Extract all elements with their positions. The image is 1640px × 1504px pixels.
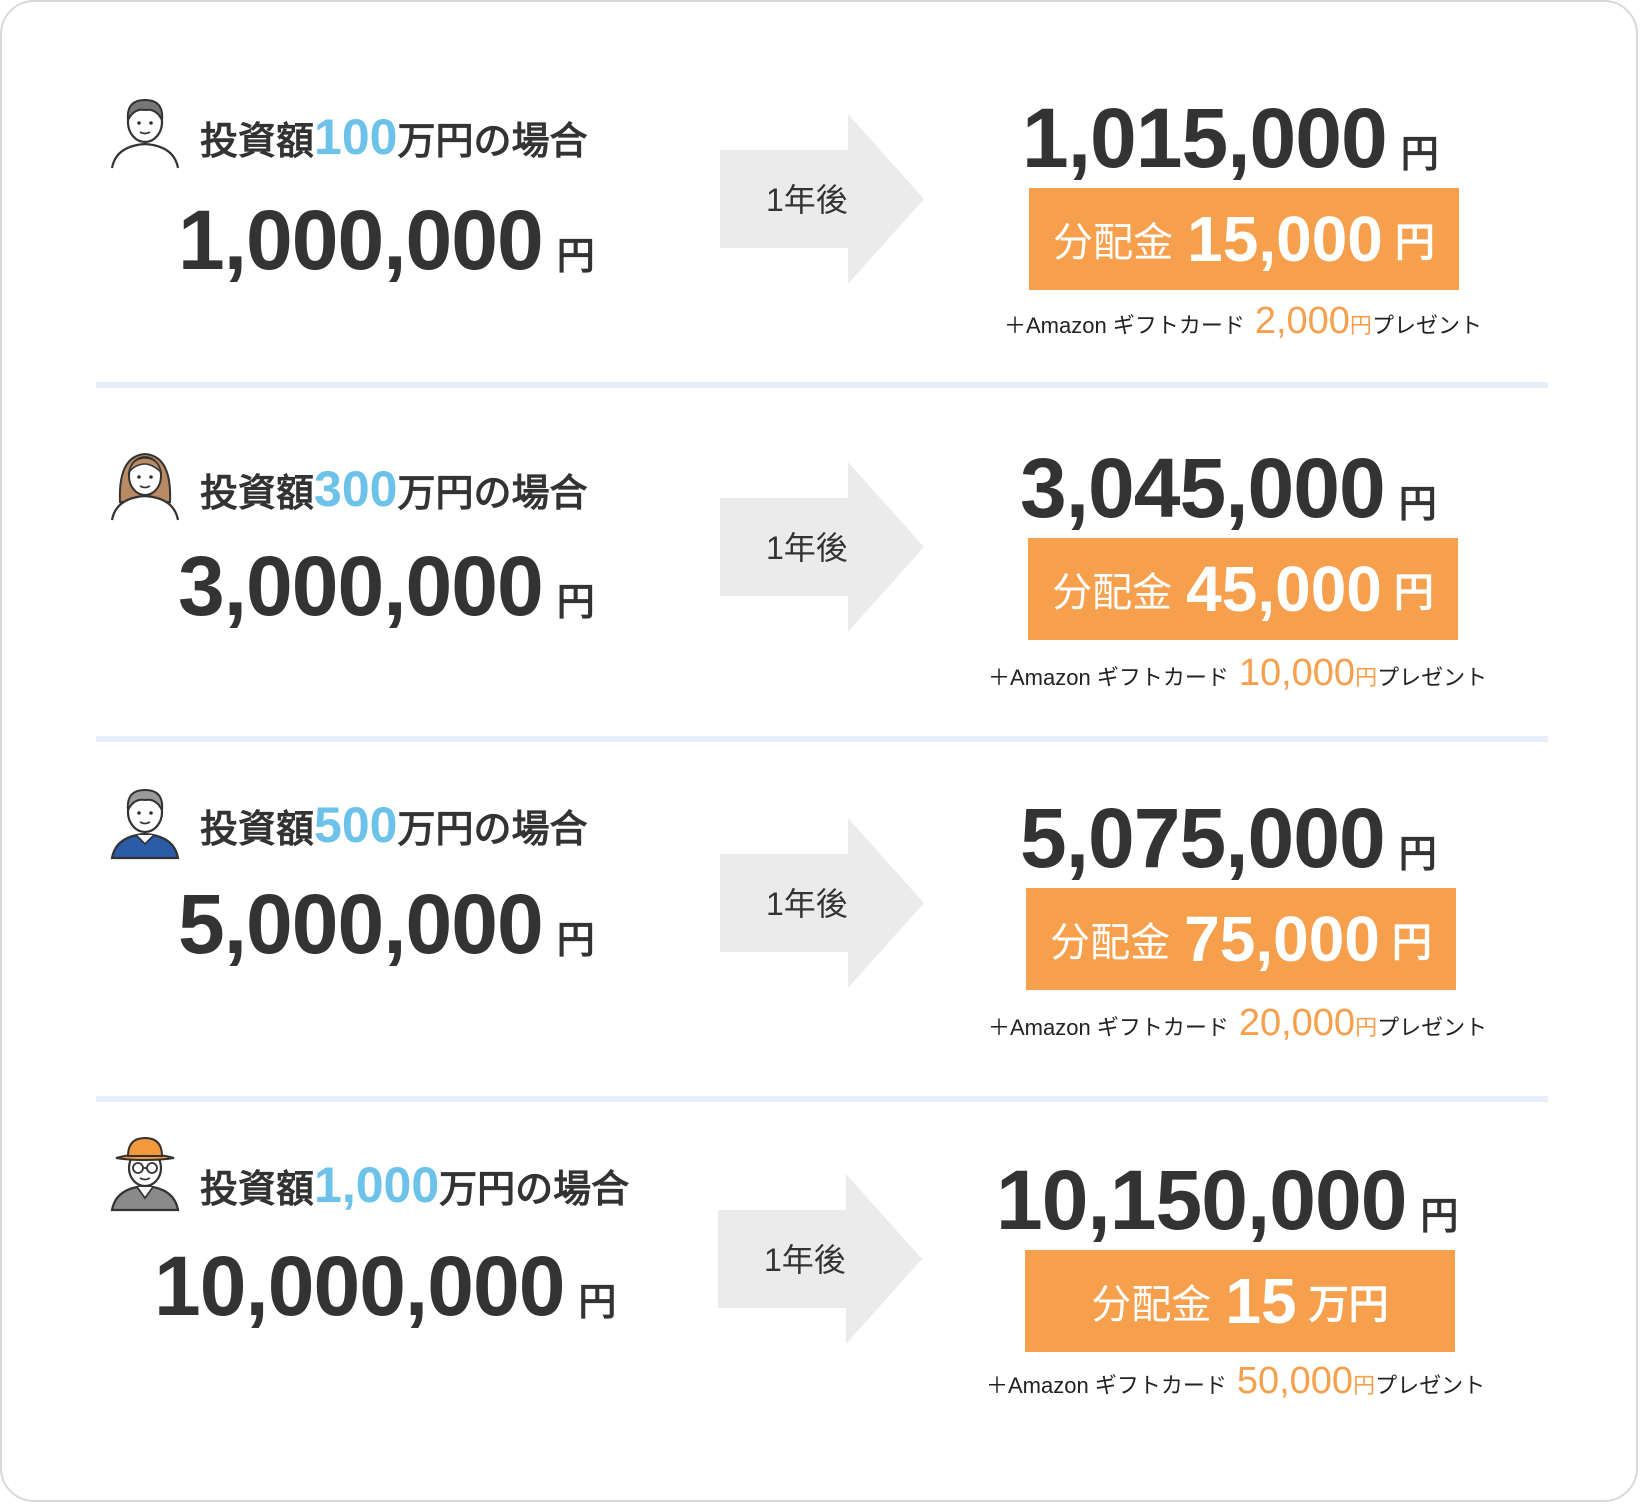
gift-amount: 10,000: [1238, 652, 1356, 694]
man-avatar-icon: [110, 98, 180, 169]
result-value: 5,075,000 円: [1020, 796, 1437, 880]
heading-suffix: 万円の場合: [397, 809, 588, 851]
distribution-box: 分配金 15 万円: [1025, 1250, 1455, 1352]
distribution-unit: 円: [1394, 221, 1435, 265]
investment-number: 1,000,000: [178, 193, 544, 287]
heading-prefix: 投資額: [200, 121, 315, 163]
divider: [96, 1096, 1548, 1102]
gift-line: ＋Amazon ギフトカード 50,000円プレゼント: [986, 1362, 1485, 1400]
yen-unit: 円: [578, 1282, 617, 1324]
distribution-unit: 円: [1393, 571, 1434, 615]
gift-yen: 円: [1355, 665, 1378, 690]
arrow-icon: [718, 1174, 922, 1344]
gift-prefix: ＋Amazon ギフトカード: [988, 665, 1229, 690]
result-number: 3,045,000: [1020, 441, 1386, 535]
yen-unit: 円: [556, 582, 595, 624]
distribution-number: 15,000: [1187, 203, 1383, 275]
investment-amount-highlight: 100: [314, 109, 398, 165]
distribution-box: 分配金 45,000 円: [1028, 538, 1458, 640]
case-row-2: 投資額300万円の場合 3,000,000 円 1年後 3,045,000 円 分配…: [2, 354, 1640, 694]
result-value: 1,015,000 円: [1022, 96, 1439, 180]
distribution-label: 分配金: [1053, 221, 1174, 265]
gift-prefix: ＋Amazon ギフトカード: [986, 1373, 1227, 1398]
distribution-number: 15: [1225, 1265, 1297, 1337]
gift-prefix: ＋Amazon ギフトカード: [1004, 313, 1245, 338]
arrow-label: 1年後: [764, 1242, 846, 1278]
distribution-number: 45,000: [1186, 553, 1382, 625]
hat-glasses-man-avatar-icon: [110, 1136, 180, 1212]
yen-unit: 円: [556, 920, 595, 962]
case-row-4: 投資額1,000万円の場合 10,000,000 円 1年後 10,150,000…: [2, 1058, 1640, 1400]
result-number: 10,150,000: [996, 1153, 1407, 1247]
yen-unit: 円: [556, 236, 595, 278]
yen-unit: 円: [1400, 134, 1439, 176]
gift-line: ＋Amazon ギフトカード 2,000円プレゼント: [1004, 302, 1482, 340]
gift-yen: 円: [1355, 1015, 1378, 1040]
gift-suffix: プレゼント: [1377, 1015, 1488, 1040]
result-value: 3,045,000 円: [1020, 446, 1437, 530]
investment-number: 3,000,000: [178, 539, 544, 633]
result-number: 1,015,000: [1022, 91, 1388, 185]
heading-suffix: 万円の場合: [397, 473, 588, 515]
case-row-3: 投資額500万円の場合 5,000,000 円 1年後 5,075,000 円 分配…: [2, 700, 1640, 1042]
gift-suffix: プレゼント: [1377, 665, 1488, 690]
case-heading: 投資額100万円の場合: [200, 112, 587, 162]
yen-unit: 円: [1398, 484, 1437, 526]
divider: [96, 736, 1548, 742]
heading-prefix: 投資額: [200, 1169, 315, 1211]
distribution-box: 分配金 15,000 円: [1029, 188, 1459, 290]
investment-value: 3,000,000 円: [178, 544, 595, 628]
distribution-label: 分配金: [1052, 571, 1173, 615]
arrow-icon: [720, 462, 924, 632]
case-heading: 投資額500万円の場合: [200, 800, 587, 850]
investment-number: 5,000,000: [178, 877, 544, 971]
investment-value: 1,000,000 円: [178, 198, 595, 282]
gift-suffix: プレゼント: [1375, 1373, 1486, 1398]
heading-suffix: 万円の場合: [439, 1169, 630, 1211]
case-heading: 投資額1,000万円の場合: [200, 1160, 629, 1210]
heading-prefix: 投資額: [200, 473, 315, 515]
heading-suffix: 万円の場合: [397, 121, 588, 163]
arrow-icon: [720, 114, 924, 284]
distribution-label: 分配金: [1050, 921, 1171, 965]
distribution-number: 75,000: [1184, 903, 1380, 975]
investment-amount-highlight: 300: [314, 461, 398, 517]
gift-amount: 20,000: [1238, 1002, 1356, 1044]
arrow-label: 1年後: [766, 886, 848, 922]
result-value: 10,150,000 円: [996, 1158, 1458, 1242]
gift-amount: 2,000: [1254, 300, 1350, 342]
divider: [96, 382, 1548, 388]
investment-value: 10,000,000 円: [154, 1244, 616, 1328]
arrow-label: 1年後: [766, 530, 848, 566]
investment-amount-highlight: 1,000: [314, 1157, 440, 1213]
distribution-unit: 円: [1391, 921, 1432, 965]
investment-amount-highlight: 500: [314, 797, 398, 853]
gift-prefix: ＋Amazon ギフトカード: [988, 1015, 1229, 1040]
result-number: 5,075,000: [1020, 791, 1386, 885]
gift-line: ＋Amazon ギフトカード 10,000円プレゼント: [988, 654, 1487, 692]
case-heading: 投資額300万円の場合: [200, 464, 587, 514]
investment-value: 5,000,000 円: [178, 882, 595, 966]
distribution-box: 分配金 75,000 円: [1026, 888, 1456, 990]
gift-suffix: プレゼント: [1371, 313, 1482, 338]
gift-yen: 円: [1353, 1373, 1376, 1398]
case-row-1: 投資額100万円の場合 1,000,000 円 1年後 1,015,000 円 分配…: [2, 2, 1640, 342]
gift-yen: 円: [1349, 313, 1372, 338]
distribution-unit: 万円: [1308, 1283, 1389, 1327]
distribution-label: 分配金: [1091, 1283, 1212, 1327]
investment-number: 10,000,000: [154, 1239, 565, 1333]
woman-avatar-icon: [110, 452, 180, 521]
yen-unit: 円: [1420, 1196, 1459, 1238]
heading-prefix: 投資額: [200, 809, 315, 851]
gift-line: ＋Amazon ギフトカード 20,000円プレゼント: [988, 1004, 1487, 1042]
older-man-avatar-icon: [110, 788, 180, 860]
gift-amount: 50,000: [1236, 1360, 1354, 1402]
arrow-icon: [720, 818, 924, 988]
arrow-label: 1年後: [766, 182, 848, 218]
yen-unit: 円: [1398, 834, 1437, 876]
